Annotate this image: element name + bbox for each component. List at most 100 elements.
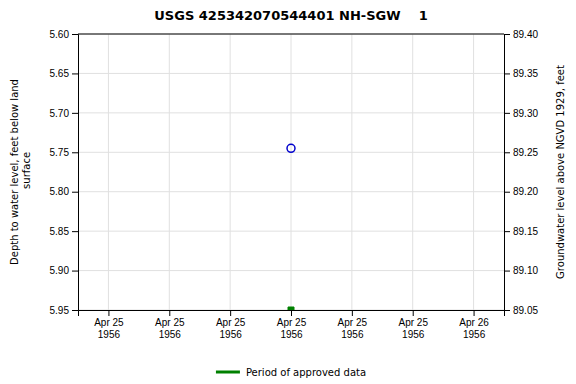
tick-label-line: Apr 25 [277, 317, 307, 328]
tick-label: 5.95 [50, 305, 70, 316]
legend-swatch [216, 371, 240, 374]
tick-label: 89.25 [513, 147, 538, 158]
grid-line [412, 34, 413, 310]
tick-label-line: 1956 [220, 329, 243, 340]
tick: 89.25 [504, 147, 538, 158]
tick-label: 89.30 [513, 108, 538, 119]
axis-line [79, 311, 505, 317]
tick-label-line: Apr 26 [459, 317, 489, 328]
y-axis: 5.605.655.705.755.805.855.905.95 [50, 29, 79, 316]
tick-label-line: 1956 [280, 329, 303, 340]
tick: Apr 251956 [277, 310, 307, 340]
tick-mark [72, 113, 78, 114]
tick: Apr 251956 [398, 310, 428, 340]
grid-line [351, 34, 352, 310]
tick-mark [504, 271, 510, 272]
tick: 5.65 [50, 68, 78, 79]
tick-label: 89.05 [513, 305, 538, 316]
tick: Apr 251956 [338, 310, 368, 340]
tick-mark [352, 310, 353, 316]
tick-mark [504, 113, 510, 114]
tick-mark [72, 231, 78, 232]
tick: 89.20 [504, 186, 538, 197]
tick-label-line: Apr 25 [338, 317, 368, 328]
tick-label-line: 1956 [402, 329, 425, 340]
tick-label: Apr 261956 [459, 317, 489, 340]
legend: Period of approved data [216, 367, 366, 378]
tick-label: Apr 251956 [155, 317, 185, 340]
tick-label-line: 1956 [463, 329, 486, 340]
tick-mark [72, 152, 78, 153]
y-axis-label: Depth to water level, feet below land su… [9, 79, 32, 265]
tick-mark [72, 271, 78, 272]
grid-line [473, 34, 474, 310]
axis-line [72, 35, 79, 311]
tick-label: 5.65 [50, 68, 70, 79]
tick-label: Apr 251956 [94, 317, 124, 340]
tick-label-line: 1956 [159, 329, 182, 340]
grid-line [78, 34, 504, 35]
tick-mark [504, 152, 510, 153]
grid-line [230, 34, 231, 310]
point [288, 307, 294, 310]
tick-label: 89.20 [513, 186, 538, 197]
tick: 5.60 [50, 29, 78, 40]
frame-line [78, 34, 504, 35]
tick: 89.05 [504, 305, 538, 316]
tick-mark [72, 192, 78, 193]
tick: 89.35 [504, 68, 538, 79]
chart: Apr 251956Apr 251956Apr 251956Apr 251956… [0, 0, 576, 384]
tick-mark [230, 310, 231, 316]
tick-label-line: Apr 25 [94, 317, 124, 328]
series [287, 144, 295, 152]
y2-axis-label: Groundwater level above NGVD 1929, feet [555, 65, 566, 279]
tick-mark [291, 310, 292, 316]
text-line: Groundwater level above NGVD 1929, feet [555, 65, 566, 279]
tick-mark [504, 73, 510, 74]
tick-label: Apr 251956 [277, 317, 307, 340]
text-line: surface [21, 152, 32, 192]
tick-label: 5.70 [50, 108, 70, 119]
legend-label: Period of approved data [246, 367, 366, 378]
tick-label: 5.75 [50, 147, 70, 158]
tick: 5.80 [50, 186, 78, 197]
tick-label: 89.35 [513, 68, 538, 79]
tick-label: 89.40 [513, 29, 538, 40]
tick: 5.70 [50, 108, 78, 119]
tick-label: 5.60 [50, 29, 70, 40]
tick-mark [72, 73, 78, 74]
series [288, 307, 294, 310]
tick-mark [72, 34, 78, 35]
grid [78, 34, 504, 310]
tick-label: 89.10 [513, 265, 538, 276]
tick: Apr 251956 [216, 310, 246, 340]
grid-line [291, 34, 292, 310]
tick-label: Apr 251956 [338, 317, 368, 340]
axis-line [505, 35, 511, 311]
tick-mark [108, 310, 109, 316]
tick: Apr 251956 [155, 310, 185, 340]
tick: 89.30 [504, 108, 538, 119]
y2-axis: 89.4089.3589.3089.2589.2089.1589.1089.05 [504, 29, 538, 316]
tick-label-line: 1956 [341, 329, 364, 340]
plot: Apr 251956Apr 251956Apr 251956Apr 251956… [50, 29, 539, 340]
tick-mark [169, 310, 170, 316]
tick-label-line: Apr 25 [155, 317, 185, 328]
title: USGS 425342070544401 NH-SGW 1 [154, 8, 427, 23]
tick: 89.10 [504, 265, 538, 276]
tick-label: 5.90 [50, 265, 70, 276]
tick-mark [413, 310, 414, 316]
tick: Apr 261956 [459, 310, 489, 340]
tick-mark [504, 231, 510, 232]
tick-label: Apr 251956 [216, 317, 246, 340]
tick-label-line: 1956 [98, 329, 121, 340]
tick: 5.75 [50, 147, 78, 158]
tick: Apr 251956 [94, 310, 124, 340]
tick: 5.95 [50, 305, 78, 316]
tick-mark [474, 310, 475, 316]
marks [287, 144, 295, 310]
tick-label: 5.80 [50, 186, 70, 197]
text-line: Depth to water level, feet below land [9, 79, 20, 265]
tick-mark [504, 310, 510, 311]
tick: 89.40 [504, 29, 538, 40]
